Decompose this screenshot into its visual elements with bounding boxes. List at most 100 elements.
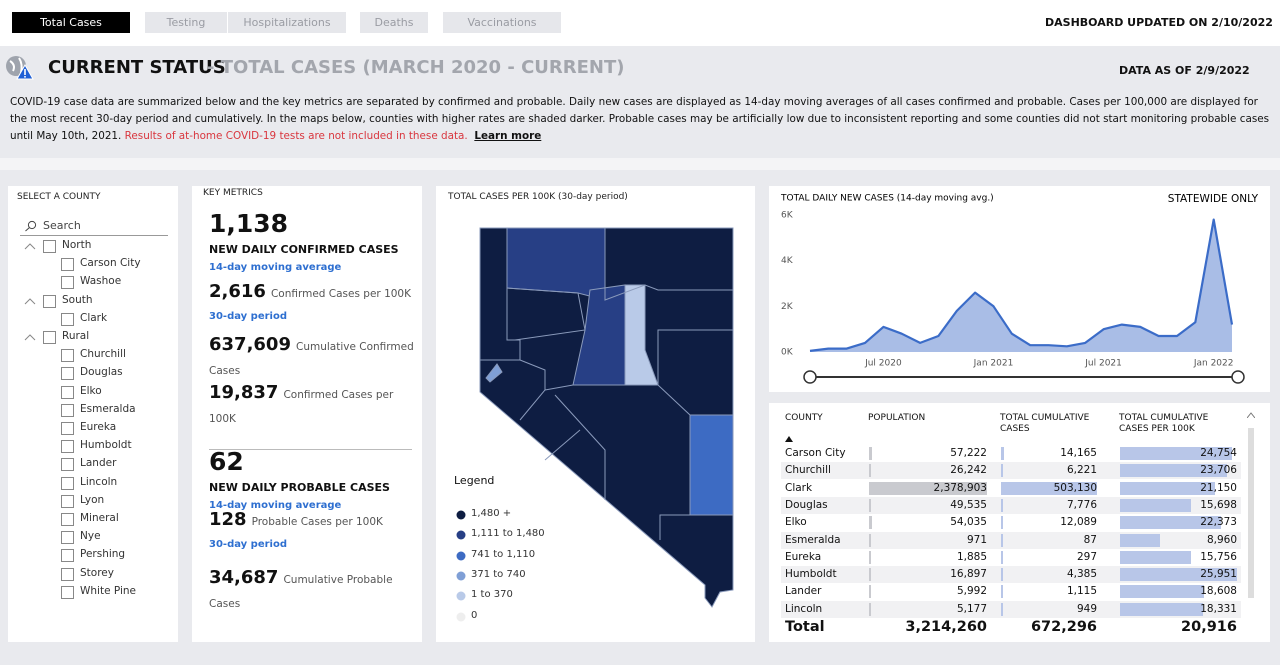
metric: 637,609 Cumulative Confirmed Cases <box>209 334 415 382</box>
cell: 14,165 <box>1060 447 1097 459</box>
checkbox[interactable] <box>61 494 74 508</box>
globe-icon <box>6 56 34 80</box>
cell: 15,698 <box>1200 498 1237 511</box>
scrollbar[interactable] <box>1248 428 1254 598</box>
checkbox[interactable] <box>43 240 56 253</box>
tab[interactable]: Vaccinations <box>443 12 561 33</box>
county-border <box>480 228 521 361</box>
checkbox[interactable] <box>61 385 74 399</box>
x-tick-label: Jul 2020 <box>864 359 902 369</box>
legend-swatch <box>456 591 466 601</box>
metric-label: Cumulative Probable Cases <box>209 574 393 610</box>
cell: 22,373 <box>1200 516 1237 529</box>
checkbox[interactable] <box>61 312 74 326</box>
legend-swatch <box>456 510 466 520</box>
filter-title: SELECT A COUNTY <box>17 192 101 202</box>
metric-label: Cumulative Confirmed Cases <box>209 341 414 377</box>
cell: 15,756 <box>1200 550 1237 563</box>
cell: 26,242 <box>950 464 987 477</box>
legend-label: 0 <box>471 609 478 621</box>
metric-sub: 30-day period <box>209 311 287 322</box>
x-tick-label: Jan 2021 <box>973 359 1014 369</box>
cell: 5,177 <box>956 602 987 615</box>
checkbox[interactable] <box>61 440 74 454</box>
cell: 49,535 <box>950 498 987 511</box>
chart-title: TOTAL DAILY NEW CASES (14-day moving avg… <box>780 194 994 204</box>
cell: Humboldt <box>785 568 837 581</box>
county-label: Carson City <box>80 257 141 270</box>
metric-value: 637,609 <box>209 334 291 355</box>
data-bar <box>1001 464 1003 478</box>
column-header[interactable]: COUNTY <box>785 413 823 423</box>
x-tick-label: Jul 2021 <box>1084 359 1122 369</box>
tab[interactable]: Hospitalizations <box>228 12 346 33</box>
county-border <box>544 384 691 540</box>
data-bar <box>1001 550 1003 564</box>
data-bar <box>1001 516 1004 530</box>
checkbox[interactable] <box>43 331 56 344</box>
cell: Eureka <box>785 550 822 563</box>
checkbox[interactable] <box>61 567 74 581</box>
sort-arrow[interactable] <box>785 436 793 442</box>
metric-sub: 30-day period <box>209 539 287 550</box>
slider-handle[interactable] <box>803 370 817 384</box>
county-label: Nye <box>80 530 101 543</box>
learn-more-link[interactable]: Learn more <box>474 130 542 142</box>
legend-label: 371 to 740 <box>471 568 526 580</box>
metric: 19,837 Confirmed Cases per 100K <box>209 382 415 430</box>
tab[interactable]: Deaths <box>360 12 428 33</box>
legend-label: 1 to 370 <box>471 589 513 601</box>
county-label: White Pine <box>80 584 137 597</box>
data-bar <box>1001 498 1003 512</box>
search-box[interactable]: Search <box>43 219 81 232</box>
checkbox[interactable] <box>61 549 74 563</box>
checkbox[interactable] <box>61 367 74 381</box>
tab[interactable]: Total Cases <box>12 12 130 33</box>
checkbox[interactable] <box>61 258 74 272</box>
cell: 57,222 <box>950 447 987 459</box>
metrics-divider <box>209 449 412 450</box>
column-header[interactable]: TOTAL CUMULATIVE CASES <box>1000 413 1090 434</box>
legend-swatch <box>456 571 466 581</box>
data-bar <box>1120 533 1161 547</box>
county-label: Esmeralda <box>80 402 136 415</box>
checkbox[interactable] <box>61 458 74 472</box>
checkbox[interactable] <box>61 349 74 363</box>
cell: 25,951 <box>1200 568 1237 581</box>
cell: Douglas <box>785 498 828 511</box>
data-bar <box>1120 585 1204 599</box>
county-panel <box>8 186 178 642</box>
column-header[interactable]: TOTAL CUMULATIVE CASES PER 100K <box>1119 413 1209 434</box>
metric-label: Confirmed Cases per 100K <box>270 288 411 300</box>
checkbox[interactable] <box>61 422 74 435</box>
collapse-icon[interactable] <box>24 333 36 341</box>
scroll-up[interactable] <box>1247 412 1255 418</box>
metric-value: 128 <box>209 509 247 530</box>
search-icon <box>25 220 37 232</box>
legend-swatch <box>456 530 466 540</box>
checkbox[interactable] <box>61 403 74 417</box>
metric: 2,616 Confirmed Cases per 100K 30-day peri… <box>209 281 415 322</box>
checkbox[interactable] <box>61 276 74 290</box>
collapse-icon[interactable] <box>24 242 36 250</box>
metric-sub: 14-day moving average <box>209 500 342 511</box>
cell: 7,776 <box>1066 498 1097 511</box>
legend-label: 1,111 to 1,480 <box>471 528 545 540</box>
legend-dot <box>456 591 466 601</box>
cell: 4,385 <box>1066 568 1097 581</box>
tab[interactable]: Testing <box>145 12 227 33</box>
checkbox[interactable] <box>61 476 74 490</box>
metric-sub: 14-day moving average <box>209 262 342 273</box>
checkbox[interactable] <box>61 585 74 599</box>
cell: 18,608 <box>1200 585 1237 598</box>
checkbox[interactable] <box>61 531 74 545</box>
column-header[interactable]: POPULATION <box>868 413 926 423</box>
cell: 1,885 <box>956 550 987 563</box>
county-label: Elko <box>80 384 102 397</box>
collapse-icon[interactable] <box>24 297 36 305</box>
slider-handle[interactable] <box>1231 370 1245 384</box>
checkbox[interactable] <box>61 513 74 526</box>
checkbox[interactable] <box>43 294 56 308</box>
y-tick-label: 6K <box>781 211 794 221</box>
county-label: Lyon <box>80 493 105 506</box>
